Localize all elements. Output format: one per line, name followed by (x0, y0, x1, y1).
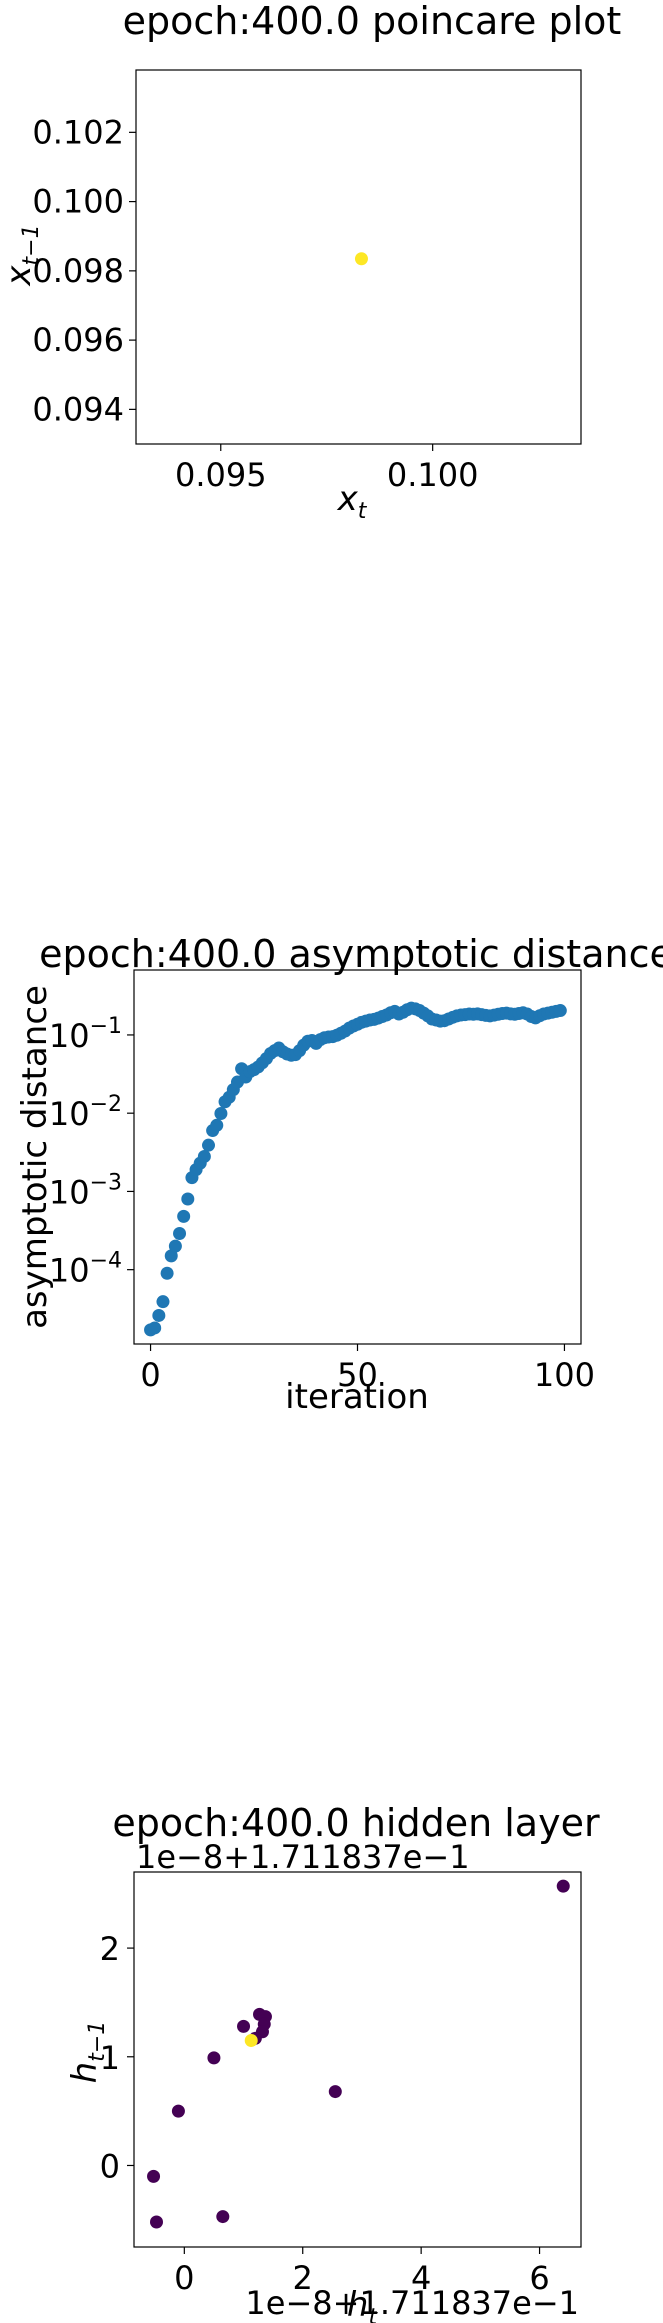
data-point (177, 1209, 191, 1223)
hidden-layer-chart: epoch:400.0 hidden layer 1e−8+1.711837e−… (65, 1801, 600, 2323)
poincare-plot-y-axis-label: xt−1 (0, 224, 44, 286)
x-tick-label: 0 (140, 1356, 160, 1394)
poincare-plot-x-ticks: 0.095 0.100 (175, 444, 479, 494)
x-tick-label: 4 (411, 2259, 431, 2297)
data-point (160, 1266, 174, 1280)
hidden-layer-y-offset-label: 1e−8+1.711837e−1 (136, 1838, 470, 1876)
data-point (244, 2033, 258, 2047)
data-point (168, 1239, 182, 1253)
asymptotic-distance-y-ticks: 10−4 10−3 10−2 10−1 (49, 1014, 134, 1290)
hidden-layer-y-axis-label: ht−1 (65, 2021, 110, 2084)
y-tick-label: 0.098 (32, 252, 124, 290)
asymptotic-distance-x-ticks: 0 50 100 (140, 1344, 595, 1394)
y-tick-label: 10−1 (49, 1014, 122, 1055)
data-point (207, 2051, 221, 2065)
data-point (148, 1321, 162, 1335)
data-point (147, 2169, 161, 2183)
y-tick-label: 10−3 (49, 1170, 122, 1211)
hidden-layer-points (147, 1879, 570, 2229)
data-point (173, 1226, 187, 1240)
poincare-plot-title: epoch:400.0 poincare plot (123, 0, 622, 43)
y-tick-label: 2 (100, 1930, 120, 1968)
poincare-plot-points (354, 252, 368, 266)
data-point (171, 2104, 185, 2118)
y-tick-label: 0.100 (32, 183, 124, 221)
y-tick-label: 0.094 (32, 390, 124, 428)
asymptotic-distance-points (144, 1001, 567, 1337)
y-tick-label: 10−2 (49, 1092, 122, 1133)
data-point (210, 1118, 224, 1132)
data-point (202, 1138, 215, 1152)
data-point (354, 252, 368, 266)
data-point (197, 1149, 211, 1163)
y-tick-label: 1 (100, 2039, 120, 2077)
y-tick-label: 0.096 (32, 321, 124, 359)
data-point (152, 1308, 166, 1322)
hidden-layer-x-ticks: 0 2 4 6 (174, 2247, 550, 2297)
data-point (553, 1004, 567, 1018)
hidden-layer-x-axis-label: ht (347, 2285, 379, 2323)
y-tick-label: 0 (100, 2147, 120, 2185)
data-point (556, 1879, 570, 1893)
x-tick-label: 0 (174, 2259, 194, 2297)
x-tick-label: 2 (293, 2259, 313, 2297)
poincare-plot-y-ticks: 0.094 0.096 0.098 0.100 0.102 (32, 113, 136, 428)
data-point (237, 2019, 251, 2033)
x-tick-label: 100 (534, 1356, 595, 1394)
data-point (164, 1249, 178, 1263)
poincare-plot-frame (135, 69, 582, 445)
x-tick-label: 0.100 (387, 456, 479, 494)
hidden-layer-title: epoch:400.0 hidden layer (112, 1801, 600, 1845)
data-point (156, 1295, 170, 1309)
hidden-layer-frame (133, 1871, 582, 2248)
hidden-layer-x-offset-label: 1e−8+1.711837e−1 (245, 2284, 579, 2322)
poincare-plot-x-axis-label: xt (337, 479, 368, 524)
hidden-layer-y-ticks: 0 1 2 (100, 1930, 134, 2185)
asymptotic-distance-title: epoch:400.0 asymptotic distance (39, 932, 663, 976)
asymptotic-distance-y-axis-label: asymptotic distance (15, 985, 55, 1329)
data-point (216, 2210, 230, 2224)
asymptotic-distance-x-axis-label: iteration (285, 1377, 429, 1417)
data-point (149, 2215, 163, 2229)
data-point (214, 1107, 228, 1121)
asymptotic-distance-chart: epoch:400.0 asymptotic distance 0 50 100 1… (15, 932, 663, 1417)
data-point (181, 1192, 195, 1206)
data-point (328, 2085, 342, 2099)
x-tick-label: 0.095 (175, 456, 267, 494)
y-tick-label: 10−4 (49, 1249, 122, 1290)
x-tick-label: 6 (529, 2259, 549, 2297)
x-tick-label: 50 (337, 1356, 378, 1394)
y-tick-label: 0.102 (32, 113, 124, 151)
poincare-plot-chart: epoch:400.0 poincare plot 0.095 0.100 0.0… (0, 0, 621, 524)
